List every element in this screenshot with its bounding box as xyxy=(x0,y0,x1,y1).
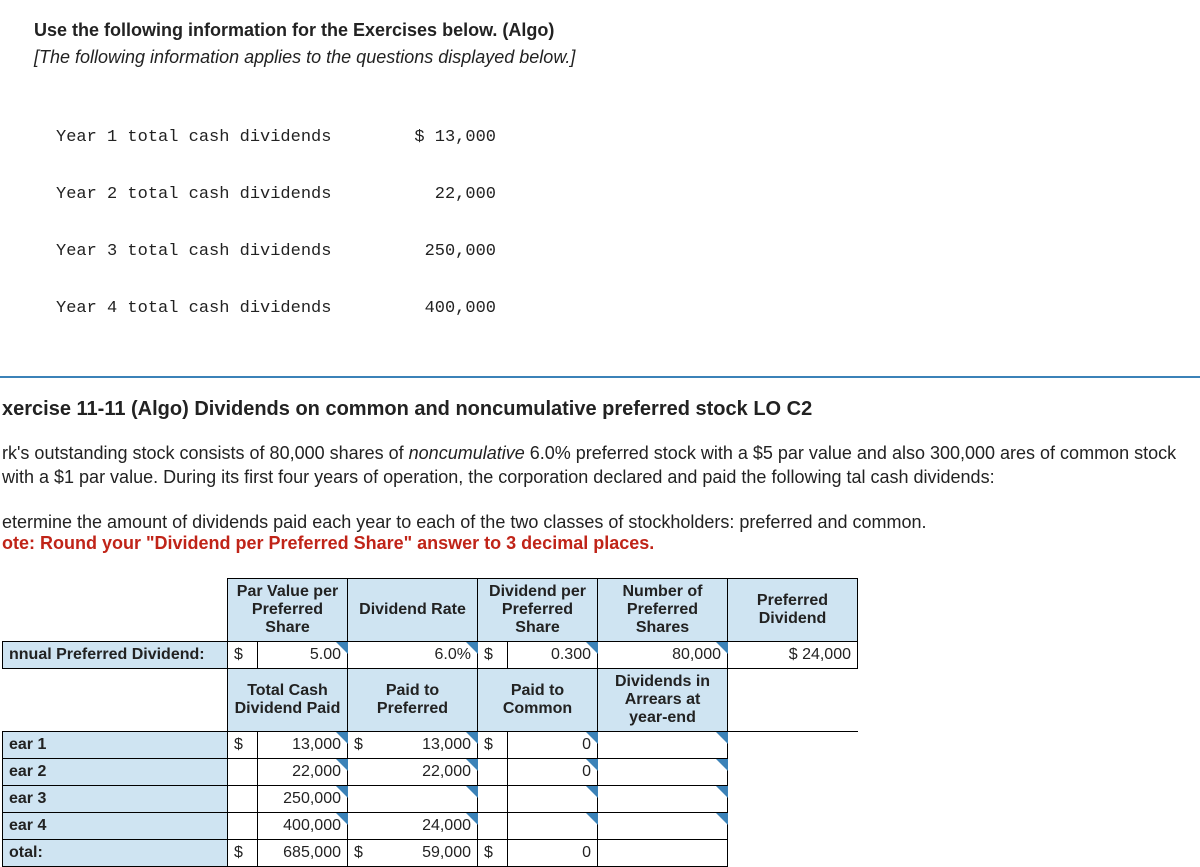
th-div-per-share: Dividend per Preferred Share xyxy=(478,578,598,641)
th-pref-dividend: Preferred Dividend xyxy=(728,578,858,641)
cell-dollar xyxy=(228,785,258,812)
total-label: otal: xyxy=(3,839,228,866)
info-title: Use the following information for the Ex… xyxy=(34,20,1166,41)
paid-common-input[interactable]: 0 xyxy=(508,731,598,758)
th-num-shares: Number of Preferred Shares xyxy=(598,578,728,641)
div-rate-input[interactable]: 6.0% xyxy=(348,641,478,668)
total-cash-input[interactable]: 13,000 xyxy=(258,731,348,758)
dps-input[interactable]: 0.300 xyxy=(508,641,598,668)
paid-pref-input[interactable] xyxy=(348,785,478,812)
div-label: Year 4 total cash dividends xyxy=(56,299,386,318)
paid-common-input[interactable]: 0 xyxy=(508,758,598,785)
cell-dollar: $ xyxy=(228,731,258,758)
cell-dollar xyxy=(228,758,258,785)
body-pre: rk's outstanding stock consists of 80,00… xyxy=(2,443,409,463)
total-cash-cell: 685,000 xyxy=(258,839,348,866)
th-div-rate: Dividend Rate xyxy=(348,578,478,641)
th-par-value: Par Value per Preferred Share xyxy=(228,578,348,641)
cell-value: 59,000 xyxy=(422,844,471,861)
dividend-list: Year 1 total cash dividends$ 13,000 Year… xyxy=(56,90,1166,356)
th-arrears: Dividends in Arrears at year-end xyxy=(598,668,728,731)
pref-div-cell: $ 24,000 xyxy=(728,641,858,668)
total-cash-input[interactable]: 22,000 xyxy=(258,758,348,785)
info-subtitle: [The following information applies to th… xyxy=(34,47,1166,68)
instr-line1: etermine the amount of dividends paid ea… xyxy=(2,512,1198,533)
arrears-input[interactable] xyxy=(598,731,728,758)
year-label: ear 3 xyxy=(3,785,228,812)
body-italic: noncumulative xyxy=(409,443,525,463)
cell-dollar xyxy=(478,785,508,812)
cell-dollar: $ xyxy=(478,641,508,668)
instr-note: ote: Round your "Dividend per Preferred … xyxy=(2,533,1198,554)
paid-common-input[interactable] xyxy=(508,812,598,839)
year-label: ear 1 xyxy=(3,731,228,758)
exercise-block: xercise 11-11 (Algo) Dividends on common… xyxy=(0,378,1200,554)
cell-dollar: $ xyxy=(478,839,508,866)
cell-dollar xyxy=(228,812,258,839)
par-value-input[interactable]: 5.00 xyxy=(258,641,348,668)
year-label: ear 2 xyxy=(3,758,228,785)
total-paid-pref: $59,000 xyxy=(348,839,478,866)
paid-common-input[interactable] xyxy=(508,785,598,812)
num-shares-input[interactable]: 80,000 xyxy=(598,641,728,668)
arrears-input[interactable] xyxy=(598,758,728,785)
div-value: 250,000 xyxy=(386,242,496,261)
exercise-title: xercise 11-11 (Algo) Dividends on common… xyxy=(0,398,1200,421)
th-total-cash: Total Cash Dividend Paid xyxy=(228,668,348,731)
div-value: $ 13,000 xyxy=(386,128,496,147)
paid-pref-input[interactable]: 24,000 xyxy=(348,812,478,839)
arrears-input[interactable] xyxy=(598,785,728,812)
cell-dollar: $ xyxy=(228,641,258,668)
cell-dollar xyxy=(478,758,508,785)
arrears-input[interactable] xyxy=(598,812,728,839)
total-cash-input[interactable]: 400,000 xyxy=(258,812,348,839)
paid-pref-input[interactable]: 22,000 xyxy=(348,758,478,785)
cell-dollar: $ xyxy=(354,844,363,862)
div-label: Year 2 total cash dividends xyxy=(56,185,386,204)
dividend-table-wrap: Par Value per Preferred Share Dividend R… xyxy=(0,554,1200,867)
year-label: ear 4 xyxy=(3,812,228,839)
div-label: Year 3 total cash dividends xyxy=(56,242,386,261)
div-label: Year 1 total cash dividends xyxy=(56,128,386,147)
cell-dollar: $ xyxy=(228,839,258,866)
div-value: 22,000 xyxy=(386,185,496,204)
exercise-body: rk's outstanding stock consists of 80,00… xyxy=(0,421,1200,490)
cell-dollar: $ xyxy=(478,731,508,758)
annual-label: nnual Preferred Dividend: xyxy=(3,641,228,668)
total-cash-input[interactable]: 250,000 xyxy=(258,785,348,812)
dividend-table: Par Value per Preferred Share Dividend R… xyxy=(2,578,858,867)
cell-dollar xyxy=(478,812,508,839)
cell-dollar: $ xyxy=(354,736,363,754)
th-paid-common: Paid to Common xyxy=(478,668,598,731)
instructions: etermine the amount of dividends paid ea… xyxy=(0,490,1200,554)
info-block: Use the following information for the Ex… xyxy=(0,0,1200,378)
cell-value: 13,000 xyxy=(422,736,471,753)
th-paid-pref: Paid to Preferred xyxy=(348,668,478,731)
total-paid-common: 0 xyxy=(508,839,598,866)
div-value: 400,000 xyxy=(386,299,496,318)
paid-pref-input[interactable]: $13,000 xyxy=(348,731,478,758)
total-arrears xyxy=(598,839,728,866)
